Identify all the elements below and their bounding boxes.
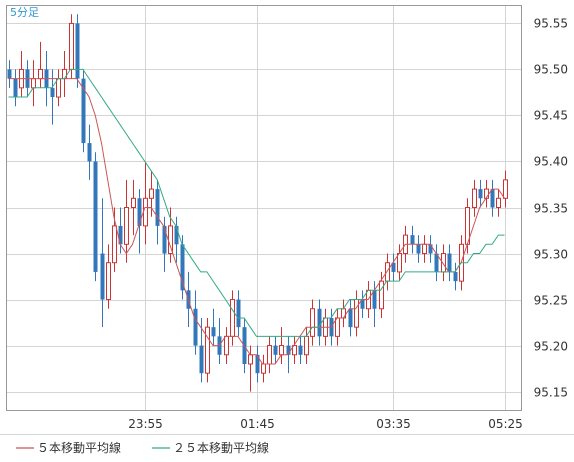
candle-body-down bbox=[478, 189, 483, 199]
candle-body-up bbox=[335, 317, 340, 337]
legend-ma25-label: ２５本移動平均線 bbox=[173, 440, 269, 455]
legend: ５本移動平均線 ２５本移動平均線 bbox=[16, 440, 269, 455]
candle-body-down bbox=[236, 299, 241, 328]
x-tick-label: 03:35 bbox=[376, 417, 411, 431]
candle-body-down bbox=[317, 308, 322, 337]
plot-frame bbox=[6, 5, 522, 411]
y-tick-label: 95.15 bbox=[534, 386, 568, 400]
candle-body-down bbox=[155, 189, 160, 226]
candle-body-up bbox=[143, 197, 148, 227]
candle-body-down bbox=[93, 161, 98, 272]
candle-body-up bbox=[397, 253, 402, 273]
candle-body-down bbox=[360, 299, 365, 309]
candle-body-down bbox=[211, 327, 216, 337]
candle-body-up bbox=[205, 326, 210, 374]
candle-body-up bbox=[422, 243, 427, 255]
candle-body-down bbox=[447, 253, 452, 272]
candle-body-down bbox=[81, 78, 86, 144]
ma5-line bbox=[8, 78, 505, 365]
candle-body-up bbox=[310, 308, 315, 337]
candle-body-up bbox=[69, 22, 74, 70]
y-tick-label: 95.45 bbox=[534, 109, 568, 123]
candle-body-up bbox=[261, 363, 266, 374]
candle-body-down bbox=[298, 345, 303, 355]
candle-body-up bbox=[149, 188, 154, 199]
candle-body-up bbox=[503, 179, 508, 199]
candle-body-up bbox=[112, 225, 117, 264]
candle-body-down bbox=[75, 23, 80, 79]
candle-body-down bbox=[428, 244, 433, 254]
candle-body-down bbox=[174, 225, 179, 245]
legend-ma5-label: ５本移動平均線 bbox=[37, 440, 121, 455]
candle-body-down bbox=[199, 345, 204, 374]
candle-body-down bbox=[162, 225, 167, 254]
candle-body-up bbox=[38, 68, 43, 80]
x-tick-label: 01:45 bbox=[240, 417, 275, 431]
y-tick-label: 95.40 bbox=[534, 155, 568, 169]
candle-body-up bbox=[31, 78, 36, 89]
candle-body-down bbox=[100, 253, 105, 300]
candle-body-up bbox=[230, 299, 235, 337]
candle-body-down bbox=[118, 225, 123, 245]
candle-body-down bbox=[13, 78, 18, 98]
candle-body-up bbox=[341, 308, 346, 319]
candle-body-up bbox=[124, 207, 129, 245]
candle-body-up bbox=[267, 345, 272, 365]
y-tick-label: 95.35 bbox=[534, 202, 568, 216]
candle-body-down bbox=[348, 308, 353, 328]
candle-body-down bbox=[286, 345, 291, 355]
y-tick-label: 95.20 bbox=[534, 340, 568, 354]
y-tick-label: 95.50 bbox=[534, 63, 568, 77]
candle-body-up bbox=[354, 299, 359, 328]
candle-body-down bbox=[372, 290, 377, 309]
candle-body-up bbox=[304, 335, 309, 356]
candle-body-up bbox=[62, 68, 67, 80]
candle-body-up bbox=[472, 188, 477, 209]
candle-body-down bbox=[193, 308, 198, 346]
y-tick-label: 95.25 bbox=[534, 294, 568, 308]
candle-body-up bbox=[248, 354, 253, 365]
candle-body-down bbox=[50, 87, 55, 98]
candle-body-up bbox=[106, 262, 111, 301]
candle-body-down bbox=[273, 345, 278, 355]
y-axis-ticks: 95.55 95.50 95.45 95.40 95.35 95.30 95.25 95.20… bbox=[534, 17, 568, 400]
timeframe-label: 5分足 bbox=[10, 6, 39, 19]
candle-body-down bbox=[255, 354, 260, 374]
candle-body-up bbox=[279, 345, 284, 356]
x-tick-label: 23:55 bbox=[128, 417, 163, 431]
y-tick-label: 95.30 bbox=[534, 248, 568, 262]
candle-body-down bbox=[434, 253, 439, 272]
candle-body-up bbox=[56, 78, 61, 98]
candle-body-down bbox=[410, 235, 415, 245]
y-tick-label: 95.55 bbox=[534, 17, 568, 31]
candle-body-down bbox=[7, 69, 12, 79]
ma25-line bbox=[8, 68, 505, 337]
candle-body-down bbox=[490, 189, 495, 208]
candle-body-down bbox=[180, 244, 185, 291]
candle-body-up bbox=[379, 280, 384, 310]
candle-body-down bbox=[87, 143, 92, 162]
candle-body-up bbox=[292, 345, 297, 356]
candle-body-up bbox=[131, 197, 136, 209]
candle-body-up bbox=[496, 197, 501, 209]
candle-body-down bbox=[391, 262, 396, 272]
candle-body-down bbox=[137, 198, 142, 226]
x-tick-label: 05:25 bbox=[488, 417, 523, 431]
moving-averages bbox=[8, 68, 505, 365]
x-axis-ticks: 23:55 01:45 03:35 05:25 bbox=[128, 417, 523, 431]
candle-body-up bbox=[224, 335, 229, 356]
candle-body-down bbox=[453, 271, 458, 282]
candle-body-down bbox=[416, 244, 421, 254]
